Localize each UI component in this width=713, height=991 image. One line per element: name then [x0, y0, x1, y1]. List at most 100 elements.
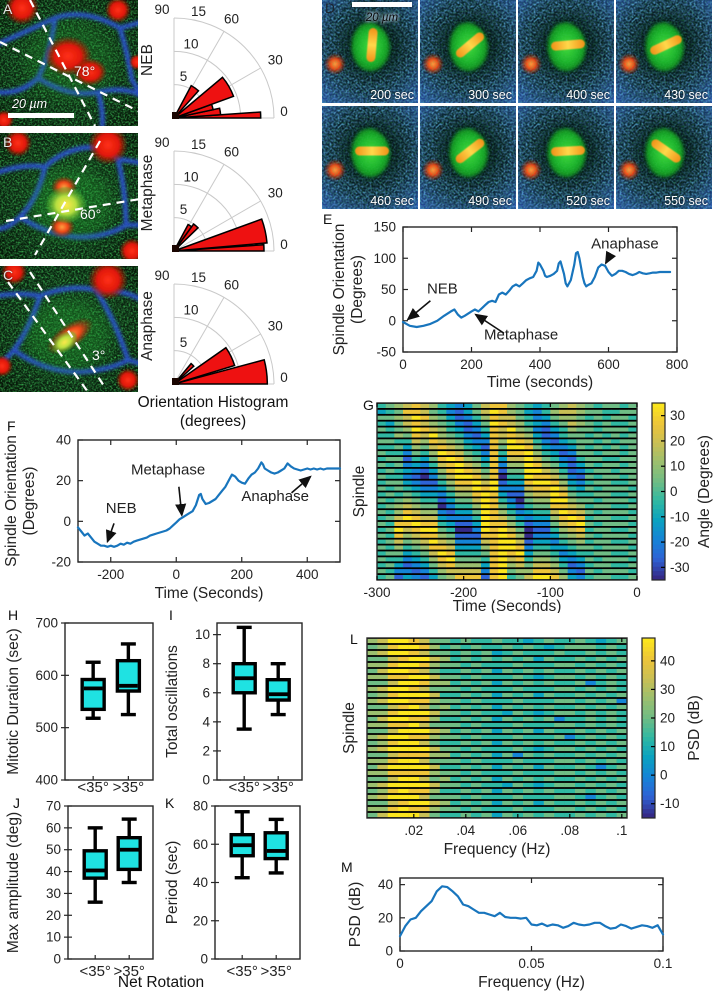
net-rotation-label: Net Rotation [117, 974, 205, 991]
svg-text:40: 40 [56, 433, 71, 448]
svg-text:10: 10 [183, 302, 198, 317]
scale-bar-d: 20 µm [350, 2, 414, 26]
panel-letter-h: H [8, 607, 19, 623]
panel-f: F -200 0 200 400 -20 0 20 40 Time (Seconds) Spind… [0, 405, 345, 605]
panel-letter-c: C [3, 267, 14, 283]
svg-text:60: 60 [193, 837, 208, 852]
svg-text:Spindle Orientation: Spindle Orientation [3, 435, 20, 567]
d-frame-6: 490 sec [420, 106, 516, 210]
svg-text:4: 4 [202, 714, 210, 729]
svg-text:0: 0 [63, 514, 71, 529]
svg-text:-20: -20 [51, 555, 71, 570]
svg-text:10: 10 [195, 627, 210, 642]
panel-letter-a: A [3, 1, 13, 17]
svg-text:80: 80 [193, 799, 208, 814]
svg-text:90: 90 [154, 268, 169, 283]
svg-text:0.1: 0.1 [654, 956, 673, 971]
svg-text:>35°: >35° [260, 963, 291, 980]
rose-neb-chart: 5 10 15 90 60 30 0 NEB [139, 0, 322, 128]
svg-text:NEB: NEB [427, 280, 458, 297]
svg-text:Frequency (Hz): Frequency (Hz) [444, 841, 551, 858]
cell-image-d4 [616, 0, 712, 103]
svg-text:20: 20 [378, 910, 393, 925]
chart-L: .02 .04 .06 .08 .1 Frequency (Hz) Spindle 40 30 2… [341, 637, 703, 858]
cell-image-d1 [322, 0, 418, 103]
svg-text:-10: -10 [670, 509, 690, 524]
chart-J: 0 10 20 30 40 50 60 70 Max amplitude (deg) <35° >3… [5, 799, 154, 980]
svg-text:.1: .1 [616, 823, 627, 838]
rose-metaphase: 5 10 15 90 60 30 0 Metaphase [139, 133, 322, 261]
svg-text:0: 0 [633, 585, 641, 600]
svg-text:0: 0 [200, 952, 208, 967]
svg-text:40: 40 [660, 653, 675, 668]
svg-text:0: 0 [280, 104, 288, 119]
svg-text:15: 15 [191, 270, 206, 285]
svg-text:5: 5 [180, 335, 188, 350]
svg-text:-200: -200 [450, 585, 477, 600]
panel-letter-k: K [165, 795, 175, 811]
svg-text:-50: -50 [376, 345, 396, 360]
svg-text:150: 150 [373, 220, 396, 235]
svg-text:200: 200 [460, 357, 483, 372]
svg-text:8: 8 [202, 656, 210, 671]
svg-text:15: 15 [191, 4, 206, 19]
cell-image-d6 [420, 106, 516, 209]
svg-text:(Degrees): (Degrees) [21, 467, 38, 536]
panel-letter-i: I [169, 607, 173, 623]
panel-g: G -300 -200 -100 0 Time (Seconds) Spindle 30 20… [340, 395, 713, 615]
d-frame-8: 550 sec [616, 106, 712, 210]
svg-text:600: 600 [35, 668, 58, 683]
svg-text:30: 30 [268, 53, 283, 68]
svg-text:20: 20 [660, 711, 675, 726]
svg-text:.08: .08 [560, 823, 579, 838]
svg-text:Time (Seconds): Time (Seconds) [155, 585, 264, 602]
svg-text:40: 40 [193, 875, 208, 890]
svg-text:30: 30 [268, 319, 283, 334]
panel-letter-f: F [7, 418, 16, 434]
svg-text:400: 400 [35, 773, 58, 788]
panel-m: M 0 0.05 0.1 0 20 40 Frequency (Hz) PSD (dB) [340, 858, 713, 991]
svg-text:Spindle: Spindle [351, 466, 368, 518]
time-label-7: 520 sec [566, 193, 610, 208]
spindle-angle-a: 78° [74, 63, 96, 79]
svg-text:0: 0 [670, 484, 678, 499]
svg-text:6: 6 [202, 685, 210, 700]
cell-image-a [0, 0, 138, 126]
scale-bar-a-line [8, 113, 74, 118]
svg-text:10: 10 [183, 36, 198, 51]
svg-text:50: 50 [46, 842, 61, 857]
d-frame-4: 430 sec [616, 0, 712, 104]
panel-letter-e: E [323, 211, 333, 227]
cell-image-d2 [420, 0, 516, 103]
time-label-2: 300 sec [468, 87, 512, 102]
micrograph-a: A 78° 20 µm [0, 0, 138, 126]
svg-text:40: 40 [378, 877, 393, 892]
svg-text:0: 0 [172, 567, 180, 582]
svg-text:100: 100 [373, 251, 396, 266]
svg-text:70: 70 [46, 799, 61, 814]
svg-text:Anaphase: Anaphase [591, 235, 659, 252]
mitotic-duration-boxplot: 400 500 600 700 Mitotic Duration (sec) <35° >3… [0, 600, 170, 796]
svg-text:0: 0 [280, 370, 288, 385]
time-label-8: 550 sec [664, 193, 708, 208]
svg-text:Time (seconds): Time (seconds) [487, 374, 593, 391]
svg-text:5: 5 [180, 69, 188, 84]
max-amplitude-boxplot: 0 10 20 30 40 50 60 70 Max amplitude (deg) <35° >3… [0, 796, 170, 980]
chart-H: 400 500 600 700 Mitotic Duration (sec) <35° >3… [5, 616, 154, 796]
svg-text:-300: -300 [363, 585, 390, 600]
time-label-4: 430 sec [664, 87, 708, 102]
svg-text:Anaphase: Anaphase [241, 488, 309, 505]
panel-l: L .02 .04 .06 .08 .1 Frequency (Hz) Spindle 40 3… [340, 626, 713, 858]
cell-image-d7 [518, 106, 614, 209]
svg-text:Max amplitude (deg): Max amplitude (deg) [5, 812, 22, 953]
time-label-3: 400 sec [566, 87, 610, 102]
d-frame-5: 460 sec [322, 106, 418, 210]
svg-text:20: 20 [193, 913, 208, 928]
svg-text:800: 800 [666, 357, 689, 372]
svg-text:0: 0 [396, 956, 404, 971]
panel-letter-d: D [325, 0, 336, 16]
svg-text:0.05: 0.05 [518, 956, 544, 971]
svg-text:60: 60 [224, 277, 239, 292]
